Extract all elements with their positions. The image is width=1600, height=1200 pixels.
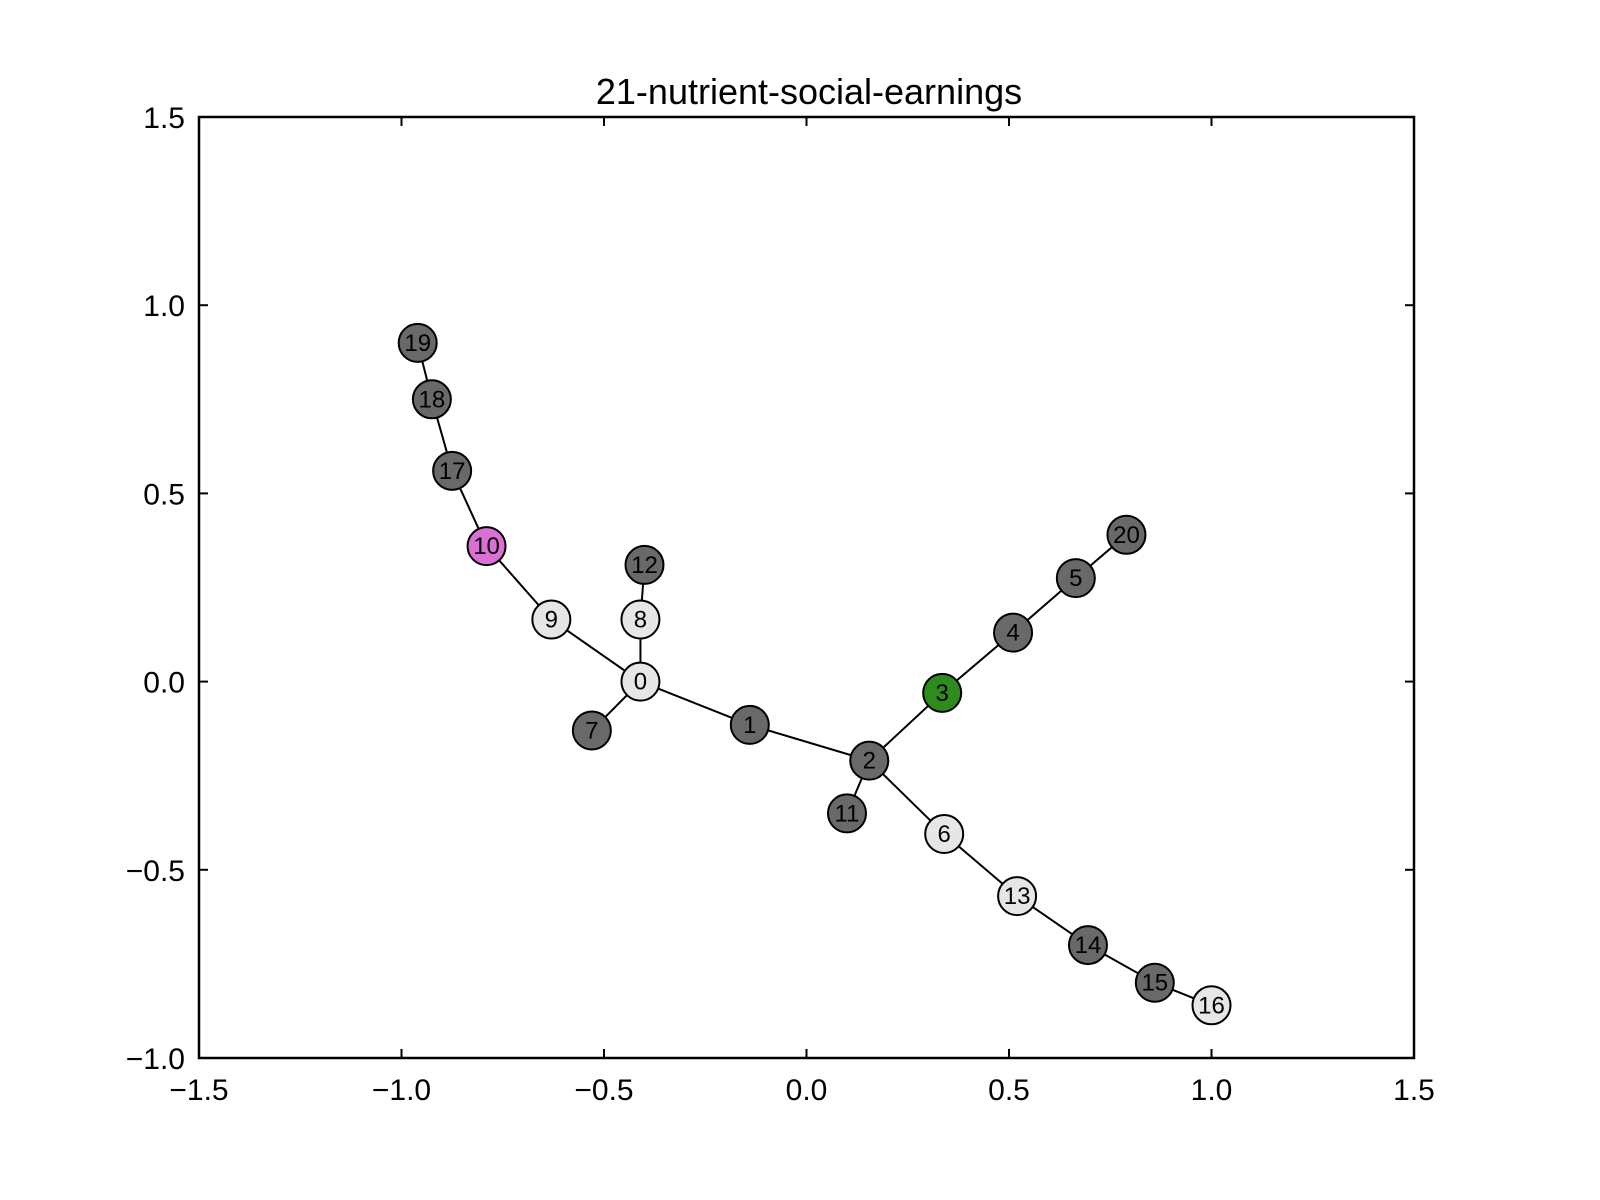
x-tick-label: −1.5: [169, 1074, 228, 1107]
node-19: 19: [397, 322, 438, 363]
node-circle: [827, 793, 867, 834]
y-tick-label: −0.5: [126, 855, 185, 888]
node-circle: [411, 379, 452, 420]
node-circle: [620, 599, 661, 640]
node-label: 20: [1113, 522, 1140, 549]
edge-1-2: [749, 723, 870, 762]
node-circle: [1134, 962, 1175, 1003]
node-label: 12: [631, 552, 658, 579]
node-11: 11: [827, 793, 867, 834]
x-tick-label: 0.5: [988, 1074, 1030, 1107]
node-circle: [624, 544, 665, 585]
node-9: 9: [531, 599, 572, 640]
y-tick-label: 1.0: [143, 290, 185, 323]
node-15: 15: [1134, 962, 1175, 1003]
node-3: 3: [922, 672, 963, 713]
node-circle: [1067, 925, 1108, 966]
node-7: 7: [571, 710, 612, 751]
node-label: 19: [404, 330, 431, 357]
node-label: 11: [835, 800, 860, 827]
node-5: 5: [1055, 558, 1096, 599]
node-label: 0: [634, 669, 647, 696]
node-circle: [397, 322, 438, 363]
y-tick-label: 0.0: [143, 667, 185, 700]
y-tick-label: 1.5: [143, 102, 185, 135]
node-circle: [1191, 985, 1232, 1026]
node-circle: [466, 526, 507, 567]
node-circle: [1055, 558, 1096, 599]
node-17: 17: [432, 450, 473, 491]
node-circle: [924, 814, 965, 855]
node-6: 6: [924, 814, 965, 855]
y-tick-label: −1.0: [126, 1043, 185, 1076]
node-label: 18: [419, 386, 446, 413]
node-10: 10: [466, 526, 507, 567]
plot-area-frame: [197, 115, 1416, 1060]
node-circle: [620, 661, 661, 702]
node-18: 18: [411, 379, 452, 420]
node-label: 4: [1006, 620, 1019, 647]
node-circle: [571, 710, 612, 751]
node-circle: [531, 599, 572, 640]
node-1: 1: [729, 704, 770, 745]
node-circle: [993, 612, 1034, 653]
node-label: 10: [473, 533, 500, 560]
ticks-layer: −1.5 −1.0 −0.5 0.0 0.5 1.0 1.5−1.0−0.50.00.51.…: [126, 102, 1435, 1107]
node-label: 1: [743, 712, 756, 739]
node-20: 20: [1106, 514, 1147, 555]
node-circle: [432, 450, 473, 491]
node-label: 16: [1198, 992, 1225, 1019]
node-label: 2: [863, 748, 876, 775]
node-label: 15: [1141, 970, 1168, 997]
edges-layer: [416, 342, 1212, 1007]
x-tick-label: −1.0: [372, 1074, 431, 1107]
x-tick-label: 1.0: [1191, 1074, 1233, 1107]
node-12: 12: [624, 544, 665, 585]
node-0: 0: [620, 661, 661, 702]
x-tick-label: 0.0: [786, 1074, 828, 1107]
node-14: 14: [1067, 925, 1108, 966]
node-circle: [1106, 514, 1147, 555]
node-label: 9: [545, 606, 558, 633]
node-label: 6: [938, 821, 951, 848]
node-label: 17: [439, 458, 466, 485]
node-label: 13: [1004, 883, 1031, 910]
node-label: 8: [634, 606, 647, 633]
node-label: 5: [1069, 565, 1082, 592]
node-circle: [922, 672, 963, 713]
node-13: 13: [997, 876, 1038, 917]
x-tick-label: 1.5: [1393, 1074, 1435, 1107]
node-16: 16: [1191, 985, 1232, 1026]
node-label: 3: [935, 680, 948, 707]
node-circle: [729, 704, 770, 745]
node-8: 8: [620, 599, 661, 640]
x-tick-label: −0.5: [574, 1074, 633, 1107]
y-tick-label: 0.5: [143, 478, 185, 511]
node-4: 4: [993, 612, 1034, 653]
node-2: 2: [849, 740, 890, 781]
node-label: 7: [585, 718, 598, 745]
node-circle: [997, 876, 1038, 917]
node-circle: [849, 740, 890, 781]
chart-title: 21-nutrient-social-earnings: [596, 71, 1022, 112]
node-label: 14: [1075, 932, 1102, 959]
